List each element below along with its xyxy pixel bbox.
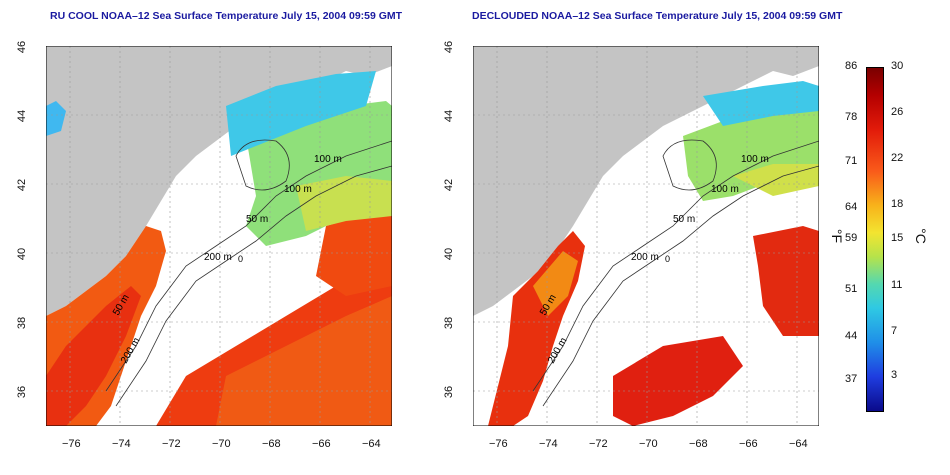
- lat-tick-label: 42: [16, 178, 29, 192]
- left-map: 100 m 100 m 50 m 200 m 50 m 200 m 0: [45, 45, 393, 427]
- right-map-canvas: 100 m 100 m 50 m 200 m 50 m 200 m 0: [472, 45, 820, 427]
- colorbar-tick-label: 18: [891, 198, 904, 210]
- lat-tick-label: 36: [443, 385, 456, 399]
- lon-tick-label: −74: [539, 438, 558, 450]
- colorbar-tick-label: 7: [891, 325, 898, 337]
- lat-tick-label: 40: [443, 247, 456, 261]
- lat-tick-label: 40: [16, 247, 29, 261]
- lat-tick-label: 42: [443, 178, 456, 192]
- colorbar-tick-label: 15: [891, 232, 904, 244]
- lon-tick-label: −64: [362, 438, 381, 450]
- right-panel-title: DECLOUDED NOAA–12 Sea Surface Temperatur…: [472, 10, 843, 22]
- lon-tick-label: −66: [312, 438, 331, 450]
- colorbar-tick-label: 59: [845, 232, 858, 244]
- colorbar-tick-label: 64: [845, 201, 858, 213]
- lon-tick-label: −76: [489, 438, 508, 450]
- contour-label: 200 m: [204, 252, 232, 263]
- lon-tick-label: −72: [589, 438, 608, 450]
- colorbar-tick-label: 86: [845, 60, 858, 72]
- land-mass: [473, 46, 819, 316]
- temperature-colorbar: [866, 67, 884, 412]
- colorbar-tick-label: 22: [891, 152, 904, 164]
- lon-tick-label: −68: [262, 438, 281, 450]
- contour-label: 100 m: [741, 154, 769, 165]
- contour-label: 100 m: [711, 184, 739, 195]
- colorbar-tick-label: 3: [891, 369, 898, 381]
- contour-label: 50 m: [246, 214, 268, 225]
- lat-tick-label: 36: [16, 385, 29, 399]
- contour-label: 100 m: [314, 154, 342, 165]
- shelf-water: [683, 106, 819, 201]
- colorbar-tick-label: 71: [845, 155, 858, 167]
- colorbar-tick-label: 11: [891, 279, 903, 291]
- right-map: 100 m 100 m 50 m 200 m 50 m 200 m 0: [472, 45, 820, 427]
- lat-tick-label: 44: [443, 109, 456, 123]
- lon-tick-label: −74: [112, 438, 131, 450]
- contour-label: 0: [665, 254, 670, 264]
- contour-label: 50 m: [673, 214, 695, 225]
- lon-tick-label: −70: [212, 438, 231, 450]
- colorbar-tick-label: 44: [845, 330, 858, 342]
- contour-label: 100 m: [284, 184, 312, 195]
- unit-fahrenheit-label: °F: [829, 228, 846, 244]
- lat-tick-label: 46: [443, 40, 456, 54]
- colorbar-tick-label: 78: [845, 111, 858, 123]
- lat-tick-label: 38: [16, 316, 29, 330]
- lat-tick-label: 44: [16, 109, 29, 123]
- colorbar-tick-label: 51: [845, 283, 858, 295]
- colorbar-tick-label: 30: [891, 60, 904, 72]
- contour-label: 0: [238, 254, 243, 264]
- lon-tick-label: −72: [162, 438, 181, 450]
- lon-tick-label: −76: [62, 438, 81, 450]
- southern-warm-water: [613, 336, 743, 426]
- lon-tick-label: −68: [689, 438, 708, 450]
- land-mass: [46, 46, 392, 316]
- lon-tick-label: −64: [789, 438, 808, 450]
- lat-tick-label: 38: [443, 316, 456, 330]
- lat-tick-label: 46: [16, 40, 29, 54]
- lon-tick-label: −66: [739, 438, 758, 450]
- left-panel-title: RU COOL NOAA–12 Sea Surface Temperature …: [50, 10, 403, 22]
- unit-celsius-label: °C: [912, 228, 929, 244]
- colorbar-tick-label: 26: [891, 106, 904, 118]
- left-map-canvas: 100 m 100 m 50 m 200 m 50 m 200 m 0: [45, 45, 393, 427]
- colorbar-tick-label: 37: [845, 373, 858, 385]
- lon-tick-label: −70: [639, 438, 658, 450]
- contour-label: 200 m: [631, 252, 659, 263]
